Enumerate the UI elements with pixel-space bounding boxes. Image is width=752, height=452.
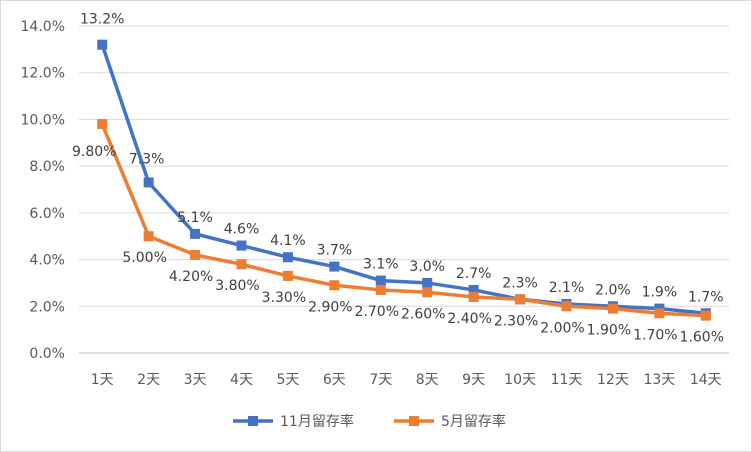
x-tick-label: 9天: [462, 372, 485, 388]
data-label: 2.30%: [494, 313, 538, 329]
legend-label: 5月留存率: [441, 413, 506, 430]
data-label: 2.60%: [401, 306, 445, 322]
legend-marker: [248, 416, 258, 426]
data-point: [282, 270, 293, 281]
data-label: 3.1%: [363, 257, 399, 273]
series-line-0: [100, 42, 708, 316]
data-label: 13.2%: [80, 12, 124, 28]
data-point: [236, 259, 247, 270]
y-tick-label: 2.0%: [29, 299, 65, 315]
data-label: 1.60%: [680, 330, 724, 346]
data-label: 2.0%: [595, 282, 631, 298]
data-label: 3.7%: [317, 243, 353, 259]
data-label: 9.80%: [72, 144, 116, 160]
series-lines: [97, 39, 711, 321]
x-axis: 1天 2天 3天 4天 5天 6天 7天 8天 9天 10天 11天 12天 13天 14天: [91, 372, 722, 388]
data-label: 7.3%: [129, 151, 165, 167]
data-point: [468, 284, 479, 295]
y-tick-label: 12.0%: [21, 66, 65, 82]
x-tick-label: 1天: [91, 372, 114, 388]
gridlines: [79, 25, 729, 354]
data-point: [561, 301, 572, 312]
x-tick-label: 13天: [643, 372, 675, 388]
legend-marker: [409, 416, 419, 426]
data-point: [329, 261, 340, 272]
data-label: 3.80%: [215, 278, 259, 294]
data-label: 1.90%: [587, 323, 631, 339]
y-tick-label: 0.0%: [29, 346, 65, 362]
x-tick-label: 6天: [323, 372, 346, 388]
data-label: 2.90%: [308, 299, 352, 315]
data-label: 2.3%: [502, 275, 538, 291]
data-point: [329, 280, 340, 291]
data-label: 1.70%: [633, 327, 677, 343]
y-tick-label: 4.0%: [29, 253, 65, 269]
data-label: 2.1%: [549, 280, 585, 296]
data-point: [700, 310, 711, 321]
data-point: [607, 303, 618, 314]
x-tick-label: 11天: [551, 372, 583, 388]
data-label: 5.1%: [177, 210, 213, 226]
data-label: 2.00%: [540, 320, 584, 336]
x-tick-label: 3天: [184, 372, 207, 388]
data-label: 3.30%: [262, 290, 306, 306]
data-point: [375, 284, 386, 295]
data-label: 4.20%: [169, 269, 213, 285]
x-tick-label: 5天: [276, 372, 299, 388]
data-point: [143, 231, 154, 242]
data-point: [236, 240, 247, 251]
x-tick-label: 12天: [597, 372, 629, 388]
legend: 11月留存率 5月留存率: [233, 413, 506, 430]
x-tick-label: 8天: [416, 372, 439, 388]
x-tick-label: 14天: [690, 372, 722, 388]
data-label: 2.40%: [447, 311, 491, 327]
data-point: [190, 249, 201, 260]
data-label: 2.70%: [355, 304, 399, 320]
data-point: [97, 39, 108, 50]
data-point: [422, 277, 433, 288]
data-point: [282, 252, 293, 263]
x-tick-label: 4天: [230, 372, 253, 388]
series-line-1: [100, 122, 708, 318]
data-label: 4.1%: [270, 233, 306, 249]
x-tick-label: 2天: [137, 372, 160, 388]
legend-label: 11月留存率: [280, 413, 354, 430]
data-label: 2.7%: [456, 266, 492, 282]
x-tick-label: 7天: [369, 372, 392, 388]
data-label: 3.0%: [409, 259, 445, 275]
y-tick-label: 10.0%: [21, 112, 65, 128]
data-point: [422, 287, 433, 298]
data-point: [375, 275, 386, 286]
data-label: 5.00%: [122, 250, 166, 266]
data-label: 1.9%: [642, 285, 678, 301]
y-axis: 0.0% 2.0% 4.0% 6.0% 8.0% 10.0% 12.0% 14.0%: [21, 19, 65, 362]
data-label: 4.6%: [224, 222, 260, 238]
data-label: 1.7%: [688, 289, 724, 305]
data-labels: 13.2% 7.3% 5.1% 4.6% 4.1% 3.7% 3.1% 3.0% 2.7% 2.3…: [72, 12, 724, 346]
data-point: [190, 228, 201, 239]
y-tick-label: 6.0%: [29, 206, 65, 222]
data-point: [97, 119, 108, 130]
data-point: [143, 177, 154, 188]
data-point: [468, 291, 479, 302]
data-point: [654, 308, 665, 319]
x-tick-label: 10天: [504, 372, 536, 388]
data-point: [515, 294, 526, 305]
y-tick-label: 8.0%: [29, 159, 65, 175]
y-tick-label: 14.0%: [21, 19, 65, 35]
